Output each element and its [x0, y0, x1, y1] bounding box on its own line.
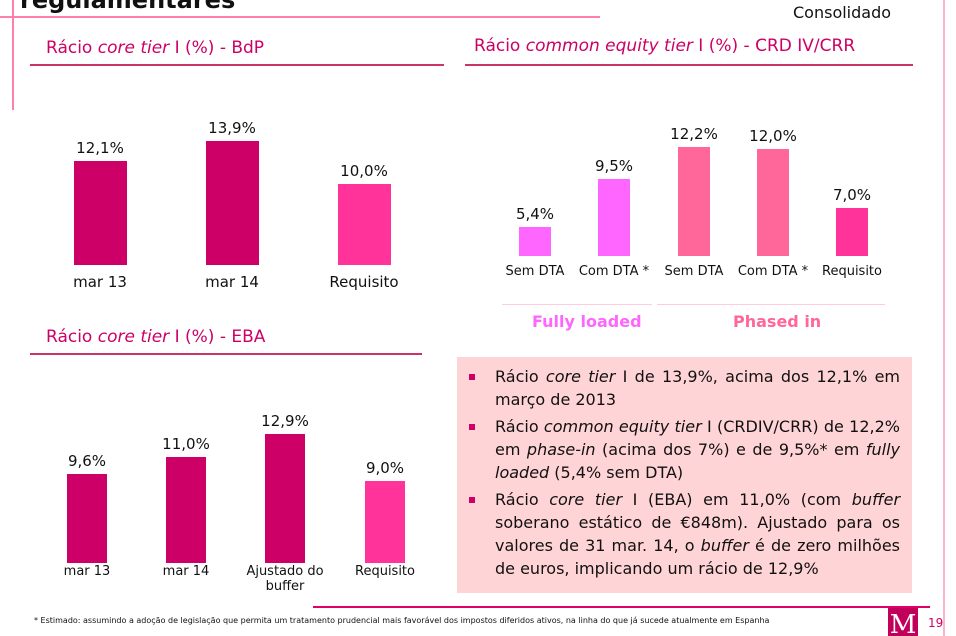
- data-label: 7,0%: [832, 186, 872, 205]
- left-accent-line: [12, 0, 14, 110]
- category-label: Com DTA *: [737, 264, 809, 279]
- data-label: 9,6%: [67, 452, 107, 471]
- highlight-text: common equity tier: [543, 417, 702, 436]
- highlight-text: I de 13,9%, acima dos 12,1% em março de …: [495, 367, 901, 409]
- data-label: 12,0%: [749, 126, 797, 145]
- bar: [265, 434, 305, 563]
- data-label: 5,4%: [515, 205, 555, 224]
- scope-label: Consolidado: [793, 3, 892, 22]
- highlight-text: buffer: [851, 490, 901, 509]
- bar: [205, 140, 259, 265]
- category-label: mar 13: [63, 564, 111, 579]
- highlight-text: Rácio: [495, 490, 550, 509]
- footer-rule: [313, 606, 930, 608]
- chart-title-crd: Rácio common equity tier I (%) - CRD IV/…: [474, 36, 856, 56]
- highlight-text: I (CRDIV/CRR) de 12,2% em: [495, 417, 900, 459]
- category-label: Requisito: [822, 264, 882, 279]
- highlight-text: buffer: [700, 536, 749, 555]
- page-number: 19: [928, 616, 944, 630]
- category-label: mar 14: [162, 564, 210, 579]
- group-rule-fully-loaded: [502, 304, 652, 305]
- bar: [678, 146, 710, 256]
- highlight-text: fully loaded: [495, 440, 900, 482]
- bar: [519, 227, 551, 256]
- chart-title-eba: Rácio core tier I (%) - EBA: [46, 327, 266, 347]
- group-rule-phased-in: [657, 304, 885, 305]
- chart-title-bdp: Rácio core tier I (%) - BdP: [46, 38, 265, 58]
- category-label: mar 13: [73, 273, 127, 291]
- group-label-phased-in: Phased in: [733, 312, 822, 331]
- header-rule: [0, 16, 600, 18]
- bar: [365, 481, 405, 563]
- highlight-text: I (EBA) em 11,0% (com: [622, 490, 852, 509]
- highlight-text: Rácio: [495, 367, 546, 386]
- data-label: 9,5%: [594, 156, 634, 175]
- highlight-text: soberano estático de €848m). Ajustado pa…: [495, 513, 900, 555]
- slide-title: regulamentares: [20, 0, 236, 14]
- group-label-fully-loaded: Fully loaded: [532, 312, 642, 331]
- bar: [836, 208, 868, 256]
- category-label: Ajustado do buffer: [246, 564, 324, 594]
- chart-title-rule: [30, 353, 422, 355]
- right-accent-line: [943, 0, 945, 636]
- highlight-text: phase-in: [526, 440, 596, 459]
- chart-title-rule: [30, 64, 444, 66]
- category-label: Sem DTA: [505, 264, 565, 279]
- category-label: Com DTA *: [578, 264, 650, 279]
- highlight-text: core tier: [549, 490, 623, 509]
- highlight-text: (acima dos 7%) e de 9,5%* em: [595, 440, 866, 459]
- data-label: 10,0%: [340, 161, 388, 180]
- highlight-text: (5,4% sem DTA): [549, 463, 684, 482]
- logo: M: [888, 608, 918, 636]
- data-label: 12,2%: [670, 124, 718, 143]
- bar: [598, 178, 630, 256]
- data-label: 9,0%: [365, 459, 405, 478]
- bar: [166, 457, 206, 563]
- category-label: Requisito: [355, 564, 415, 579]
- bar: [67, 474, 107, 563]
- category-label: mar 14: [205, 273, 259, 291]
- highlight-item: Rácio core tier I (EBA) em 11,0% (com bu…: [469, 488, 901, 580]
- footnote: * Estimado: assumindo a adoção de legisl…: [34, 616, 770, 625]
- highlight-text: é de zero milhões de euros, implicando u…: [495, 536, 901, 578]
- chart-title-rule: [465, 64, 913, 66]
- data-label: 12,1%: [76, 138, 124, 157]
- data-label: 13,9%: [208, 118, 256, 137]
- category-label: Sem DTA: [664, 264, 724, 279]
- highlight-item: Rácio core tier I de 13,9%, acima dos 12…: [469, 365, 901, 411]
- category-label: Requisito: [329, 273, 399, 291]
- bar: [757, 148, 789, 256]
- data-label: 12,9%: [261, 412, 309, 431]
- bar: [337, 183, 391, 265]
- highlights-box: Rácio core tier I de 13,9%, acima dos 12…: [457, 357, 912, 593]
- data-label: 11,0%: [162, 435, 210, 454]
- highlight-item: Rácio common equity tier I (CRDIV/CRR) d…: [469, 415, 900, 484]
- bar: [73, 160, 127, 265]
- highlight-text: core tier: [545, 367, 616, 386]
- highlight-text: Rácio: [495, 417, 544, 436]
